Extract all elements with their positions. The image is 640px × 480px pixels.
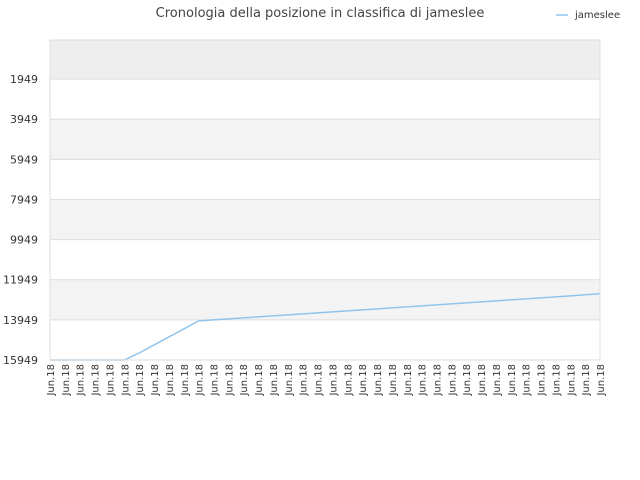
x-tick-label: Jun.18 bbox=[343, 364, 354, 397]
y-tick-label: 3949 bbox=[10, 113, 38, 126]
x-tick-label: Jun.18 bbox=[432, 364, 443, 397]
x-tick-label: Jun.18 bbox=[239, 364, 250, 397]
plot-band bbox=[50, 239, 600, 280]
x-tick-label: Jun.18 bbox=[373, 364, 384, 397]
plot-band bbox=[50, 79, 600, 120]
x-tick-label: Jun.18 bbox=[299, 364, 310, 397]
x-tick-label: Jun.18 bbox=[328, 364, 339, 397]
x-tick-label: Jun.18 bbox=[284, 364, 295, 397]
plot-bands bbox=[50, 40, 600, 360]
x-tick-label: Jun.18 bbox=[581, 364, 592, 397]
y-tick-label: 5949 bbox=[10, 153, 38, 166]
y-tick-label: 9949 bbox=[10, 234, 38, 247]
y-tick-label: 11949 bbox=[3, 274, 38, 287]
x-tick-label: Jun.18 bbox=[462, 364, 473, 397]
plot-band bbox=[50, 40, 600, 80]
x-axis-ticks: Jun.18 Jun.18 Jun.18 Jun.18 Jun.18 Jun.18 Jun.… bbox=[46, 364, 607, 397]
x-tick-label: Jun.18 bbox=[150, 364, 161, 397]
plot-frame bbox=[49, 39, 601, 361]
series-line-jameslee bbox=[50, 293, 601, 361]
x-tick-label: Jun.18 bbox=[418, 364, 429, 397]
x-tick-label: Jun.18 bbox=[120, 364, 131, 397]
x-tick-label: Jun.18 bbox=[210, 364, 221, 397]
plot-band bbox=[50, 199, 600, 240]
x-tick-label: Jun.18 bbox=[269, 364, 280, 397]
x-tick-label: Jun.18 bbox=[477, 364, 488, 397]
x-tick-label: Jun.18 bbox=[596, 364, 607, 397]
legend-label-jameslee: jameslee bbox=[574, 10, 620, 21]
y-tick-label: 13949 bbox=[3, 314, 38, 327]
x-tick-label: Jun.18 bbox=[522, 364, 533, 397]
y-axis-ticks: 1949 3949 5949 7949 9949 11949 13949 15949 bbox=[3, 73, 38, 367]
x-tick-label: Jun.18 bbox=[254, 364, 265, 397]
x-tick-label: Jun.18 bbox=[61, 364, 72, 397]
x-tick-label: Jun.18 bbox=[91, 364, 102, 397]
x-tick-label: Jun.18 bbox=[46, 364, 57, 397]
x-tick-label: Jun.18 bbox=[180, 364, 191, 397]
y-tick-label: 7949 bbox=[10, 193, 38, 206]
x-tick-label: Jun.18 bbox=[507, 364, 518, 397]
x-tick-label: Jun.18 bbox=[551, 364, 562, 397]
x-tick-label: Jun.18 bbox=[314, 364, 325, 397]
plot-band bbox=[50, 319, 600, 360]
x-tick-label: Jun.18 bbox=[388, 364, 399, 397]
x-tick-label: Jun.18 bbox=[447, 364, 458, 397]
plot-band bbox=[50, 119, 600, 160]
plot-band bbox=[50, 159, 600, 200]
chart-title: Cronologia della posizione in classifica… bbox=[156, 6, 485, 21]
x-tick-label: Jun.18 bbox=[76, 364, 87, 397]
x-tick-label: Jun.18 bbox=[195, 364, 206, 397]
x-tick-label: Jun.18 bbox=[135, 364, 146, 397]
x-tick-label: Jun.18 bbox=[358, 364, 369, 397]
y-tick-label: 1949 bbox=[10, 73, 38, 86]
x-tick-label: Jun.18 bbox=[537, 364, 548, 397]
y-tick-label: 15949 bbox=[3, 354, 38, 367]
series-layer bbox=[50, 293, 601, 361]
x-tick-label: Jun.18 bbox=[165, 364, 176, 397]
x-tick-label: Jun.18 bbox=[566, 364, 577, 397]
x-tick-label: Jun.18 bbox=[492, 364, 503, 397]
legend: jameslee bbox=[556, 10, 620, 21]
x-tick-label: Jun.18 bbox=[105, 364, 116, 397]
x-tick-label: Jun.18 bbox=[403, 364, 414, 397]
x-tick-label: Jun.18 bbox=[224, 364, 235, 397]
